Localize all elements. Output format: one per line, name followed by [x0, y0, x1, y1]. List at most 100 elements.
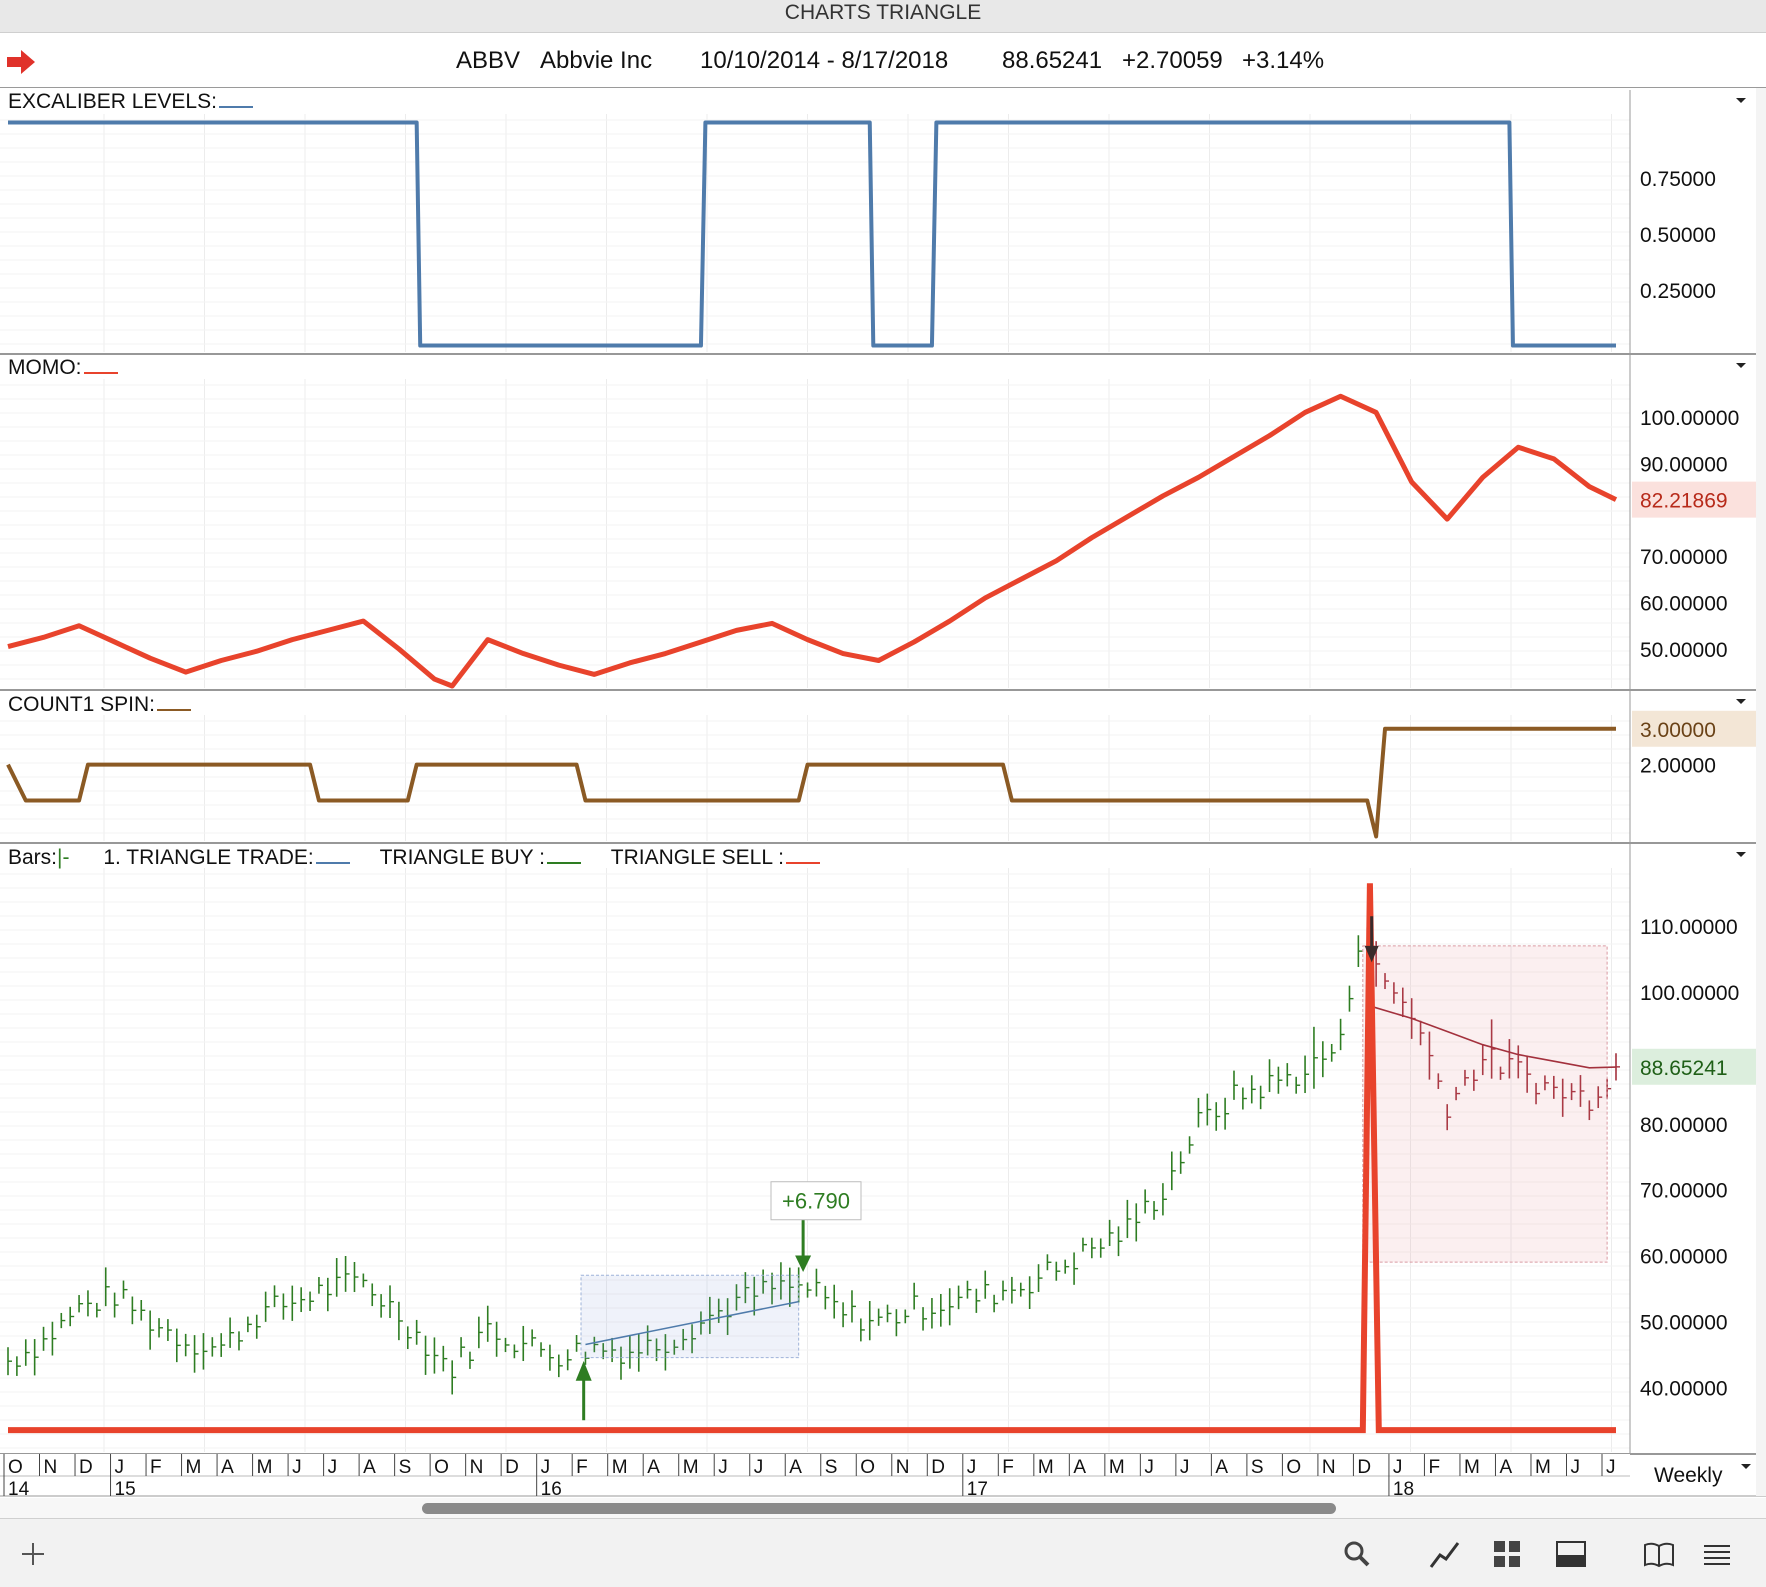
- y-tick-label: 100.00000: [1640, 982, 1739, 1005]
- last-price: 88.65241: [1002, 47, 1103, 74]
- book-icon[interactable]: [1642, 1537, 1676, 1571]
- trade-gain-box: [770, 1181, 862, 1221]
- y-tick-label: 60.00000: [1640, 593, 1728, 616]
- count1-legend: COUNT1 SPIN:: [8, 693, 192, 717]
- year-label: 16: [541, 1479, 562, 1498]
- month-label: F: [1002, 1457, 1014, 1478]
- month-label: J: [115, 1457, 125, 1478]
- line-chart-icon[interactable]: [1428, 1537, 1462, 1571]
- month-label: D: [931, 1457, 945, 1478]
- month-label: S: [1251, 1457, 1264, 1478]
- buy-trend-line: [585, 1300, 799, 1346]
- panel-menu-icon: [1736, 98, 1746, 103]
- panel-menu-icon: [1736, 699, 1746, 704]
- y-tick-label: 70.00000: [1640, 1180, 1728, 1203]
- month-label: M: [1464, 1457, 1480, 1478]
- month-label: F: [150, 1457, 162, 1478]
- year-label: 14: [8, 1479, 30, 1498]
- price-change: +2.70059: [1122, 47, 1223, 74]
- chart-area[interactable]: 0.75000 0.50000 0.25000 100.00000 90.00000 70…: [0, 88, 1766, 1498]
- month-label: J: [328, 1457, 338, 1478]
- month-label: M: [257, 1457, 273, 1478]
- month-label: D: [505, 1457, 519, 1478]
- month-label: A: [789, 1457, 802, 1478]
- month-label: J: [541, 1457, 551, 1478]
- y-tick-label: 110.00000: [1640, 916, 1738, 939]
- buy-trade-box: [580, 1274, 800, 1359]
- panel-menu-icon: [1736, 852, 1746, 857]
- momo-series-line: [7, 393, 1618, 689]
- month-label: A: [1499, 1457, 1512, 1478]
- y-tick-label: 60.00000: [1640, 1246, 1728, 1269]
- month-label: D: [79, 1457, 93, 1478]
- panel-excaliber: 0.75000 0.50000 0.25000: [0, 90, 1766, 355]
- percent-change: +3.14%: [1242, 47, 1325, 74]
- month-label: A: [647, 1457, 660, 1478]
- month-label: F: [1428, 1457, 1440, 1478]
- month-label: J: [1393, 1457, 1403, 1478]
- panel-momo: 100.00000 90.00000 70.00000 60.00000 50.0000…: [0, 355, 1766, 691]
- momo-legend: MOMO:: [8, 356, 118, 380]
- panel-count1: 2.00000 3.00000: [0, 691, 1766, 844]
- month-label: A: [1215, 1457, 1228, 1478]
- vertical-scroll-track: [1756, 88, 1766, 1496]
- year-label: 18: [1393, 1479, 1414, 1498]
- panel-menu-icon: [1736, 363, 1746, 368]
- panel-layout-icon[interactable]: [1554, 1537, 1588, 1571]
- month-label: N: [44, 1457, 58, 1478]
- menu-icon[interactable]: [1700, 1537, 1734, 1571]
- price-bars: [7, 927, 1620, 1395]
- month-label: D: [1357, 1457, 1371, 1478]
- month-label: A: [1073, 1457, 1086, 1478]
- month-label: S: [825, 1457, 838, 1478]
- month-label: F: [576, 1457, 588, 1478]
- month-label: J: [292, 1457, 302, 1478]
- month-label: A: [363, 1457, 376, 1478]
- scrollbar-thumb[interactable]: [422, 1503, 1336, 1514]
- month-label: M: [186, 1457, 202, 1478]
- price-legend: Bars:|- 1. TRIANGLE TRADE: TRIANGLE BUY …: [8, 846, 820, 870]
- month-label: M: [1535, 1457, 1551, 1478]
- trade-gain-label: +6.790: [782, 1189, 850, 1214]
- month-label: N: [896, 1457, 910, 1478]
- month-label: O: [860, 1457, 875, 1478]
- company-name: Abbvie Inc: [540, 47, 653, 74]
- timeframe-chevron-icon: [1741, 1464, 1751, 1469]
- month-label: J: [967, 1457, 977, 1478]
- y-tick-label: 100.00000: [1640, 407, 1739, 430]
- search-icon[interactable]: [1340, 1537, 1374, 1571]
- month-label: J: [1144, 1457, 1154, 1478]
- last-value-label: 88.65241: [1640, 1057, 1728, 1080]
- last-value-badge: [1632, 1048, 1758, 1085]
- x-axis-bg: [0, 1454, 1630, 1496]
- arrow-right-icon[interactable]: [6, 49, 36, 75]
- month-label: M: [1038, 1457, 1054, 1478]
- year-label: 17: [967, 1479, 988, 1498]
- year-label: 15: [115, 1479, 136, 1498]
- month-label: N: [1322, 1457, 1336, 1478]
- timeframe-selector[interactable]: Weekly: [1654, 1464, 1723, 1487]
- excaliber-series-line: [8, 120, 1616, 348]
- y-tick-label: 2.00000: [1640, 755, 1716, 778]
- window-title: CHARTS TRIANGLE: [0, 0, 1766, 33]
- last-value-label: 3.00000: [1640, 719, 1716, 742]
- month-label: M: [612, 1457, 628, 1478]
- last-value-badge: [1632, 481, 1758, 518]
- month-label: M: [1109, 1457, 1125, 1478]
- y-tick-label: 50.00000: [1640, 639, 1728, 662]
- triangle-sell-line: [8, 883, 1616, 1434]
- month-label: J: [1606, 1457, 1616, 1478]
- y-tick-label: 50.00000: [1640, 1311, 1728, 1334]
- y-tick-label: 0.25000: [1640, 280, 1716, 303]
- month-label: S: [399, 1457, 412, 1478]
- info-bar: ABBV Abbvie Inc 10/10/2014 - 8/17/2018 8…: [0, 33, 1766, 88]
- bottom-toolbar: [0, 1518, 1766, 1587]
- sell-trend-line: [1367, 1004, 1617, 1069]
- symbol: ABBV: [456, 47, 521, 74]
- y-tick-label: 40.00000: [1640, 1377, 1728, 1400]
- month-label: J: [754, 1457, 764, 1478]
- grid-icon[interactable]: [1490, 1537, 1524, 1571]
- plus-icon[interactable]: [16, 1537, 50, 1571]
- y-tick-label: 90.00000: [1640, 453, 1728, 476]
